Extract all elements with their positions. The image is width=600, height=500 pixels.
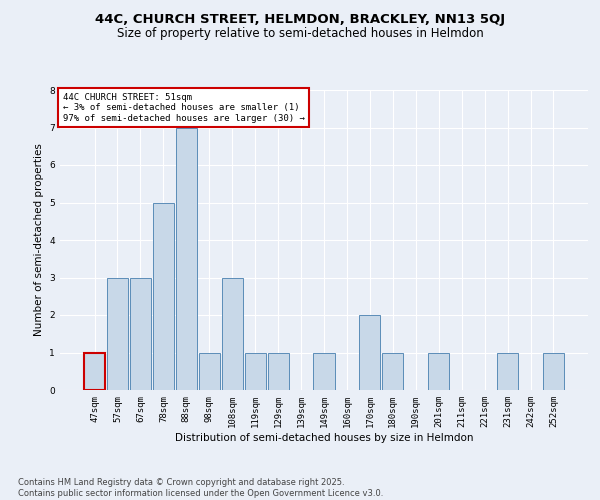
- Bar: [428, 352, 449, 390]
- Bar: [382, 352, 403, 390]
- Bar: [107, 278, 128, 390]
- X-axis label: Distribution of semi-detached houses by size in Helmdon: Distribution of semi-detached houses by …: [175, 432, 473, 442]
- Text: Contains HM Land Registry data © Crown copyright and database right 2025.
Contai: Contains HM Land Registry data © Crown c…: [18, 478, 383, 498]
- Bar: [153, 202, 174, 390]
- Bar: [543, 352, 564, 390]
- Bar: [221, 278, 243, 390]
- Bar: [313, 352, 335, 390]
- Text: 44C CHURCH STREET: 51sqm
← 3% of semi-detached houses are smaller (1)
97% of sem: 44C CHURCH STREET: 51sqm ← 3% of semi-de…: [62, 93, 305, 123]
- Bar: [84, 352, 105, 390]
- Bar: [176, 128, 197, 390]
- Bar: [497, 352, 518, 390]
- Bar: [245, 352, 266, 390]
- Text: Size of property relative to semi-detached houses in Helmdon: Size of property relative to semi-detach…: [116, 28, 484, 40]
- Bar: [199, 352, 220, 390]
- Bar: [359, 315, 380, 390]
- Bar: [130, 278, 151, 390]
- Bar: [268, 352, 289, 390]
- Text: 44C, CHURCH STREET, HELMDON, BRACKLEY, NN13 5QJ: 44C, CHURCH STREET, HELMDON, BRACKLEY, N…: [95, 12, 505, 26]
- Y-axis label: Number of semi-detached properties: Number of semi-detached properties: [34, 144, 44, 336]
